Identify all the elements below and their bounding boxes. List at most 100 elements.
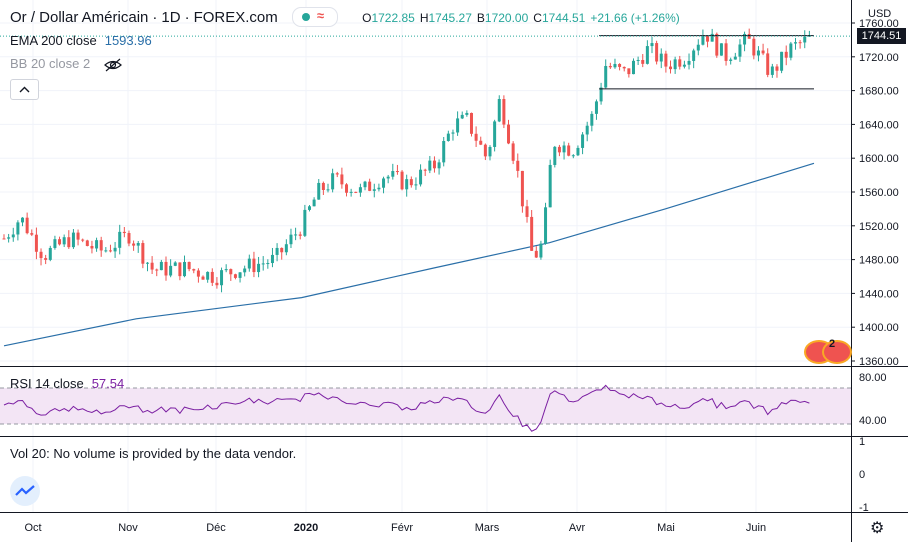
us-flag-icon-2[interactable] [822,340,852,364]
candle-body [493,121,497,147]
time-label-3: 2020 [294,522,318,534]
candle-body [215,282,219,286]
candle-body [363,181,367,188]
time-label-0: Oct [24,522,41,534]
candle-body [669,66,673,70]
candle-body [548,164,552,208]
candle-body [576,147,580,156]
candle-body [474,133,478,141]
candle-body [132,243,136,246]
candle-body [331,173,335,190]
ohlc-key-B: B [476,10,485,25]
candle-body [442,141,446,163]
candle-body [738,44,742,57]
time-label-6: Avr [569,522,586,534]
candle-body [613,63,617,68]
support-resistance-lines[interactable] [0,35,851,90]
collapse-legend-button[interactable] [10,79,39,100]
candle-body [766,53,770,75]
candle-body [520,170,524,207]
candle-body [775,66,779,71]
candle-body [81,239,85,241]
candle-body [321,182,325,191]
candle-body [345,184,349,193]
candle-body [317,182,321,200]
candle-body [243,268,247,273]
tradingview-logo-icon[interactable] [10,476,40,506]
ema-legend[interactable]: EMA 200 close 1593.96 [10,33,152,48]
candle-body [395,171,399,173]
candle-body [678,59,682,67]
candle-body [141,243,145,264]
candle-body [673,59,677,70]
candle-body [789,43,793,58]
candle-body [187,261,191,270]
candle-body [16,222,20,235]
candle-body [743,33,747,45]
candle-body [793,42,797,44]
candle-body [585,125,589,135]
price-tick-label-5: 1560.00 [859,187,899,199]
candle-body [136,243,140,246]
hidden-eye-icon[interactable] [103,58,122,72]
candle-body [539,243,543,258]
candle-body [76,232,80,240]
candle-body [21,217,25,223]
candle-body [696,44,700,51]
volume-legend[interactable]: Vol 20: No volume is provided by the dat… [10,446,296,461]
candle-body [233,274,237,278]
candle-body [307,206,311,210]
candle-body [155,269,159,271]
ohlc-value-H: 1745.27 [428,10,472,25]
candle-body [747,33,751,39]
candles [2,28,811,293]
price-tick-label-8: 1440.00 [859,288,899,300]
event-count: 2 [829,338,836,350]
candle-body [719,43,723,56]
candle-body [289,234,293,245]
candle-body [497,99,501,122]
candle-body [414,184,418,186]
candle-body [298,234,302,236]
candle-body [48,247,52,260]
currency-label[interactable]: USD [868,8,892,20]
symbol-legend[interactable]: Or / Dollar Américain · 1D · FOREX.com ≈ O17… [10,7,680,27]
ema-value: 1593.96 [104,33,152,48]
candle-body [85,240,89,246]
market-status-pill[interactable]: ≈ [291,7,338,27]
candle-body [562,145,566,153]
candle-body [784,51,788,58]
time-label-8: Juin [746,522,766,534]
exchange: FOREX.com [193,8,278,26]
settings-gear-icon[interactable]: ⚙ [870,520,885,537]
candle-body [44,258,48,260]
candle-body [377,187,381,190]
candle-body [645,46,649,64]
rsi-band [0,388,851,424]
candle-body [122,231,126,234]
candle-body [701,35,705,45]
candle-body [567,145,571,156]
candle-body [210,271,214,283]
candle-body [127,233,131,244]
candle-body [247,258,251,269]
rsi-label: RSI 14 close [10,376,84,391]
time-label-7: Mai [657,522,675,534]
candle-body [349,191,353,193]
bb-legend[interactable]: BB 20 close 2 [10,56,122,72]
candle-body [544,207,548,244]
candle-body [618,63,622,67]
candle-body [516,160,520,171]
candle-body [756,50,760,56]
candle-body [446,133,450,142]
candle-body [780,51,784,71]
wave-icon: ≈ [316,8,325,23]
candle-body [710,33,714,42]
candle-body [530,216,534,251]
candle-body [594,101,598,114]
rsi-legend[interactable]: RSI 14 close 57.54 [10,376,124,391]
candle-body [798,42,802,44]
candle-body [631,60,635,75]
candle-body [150,262,154,270]
